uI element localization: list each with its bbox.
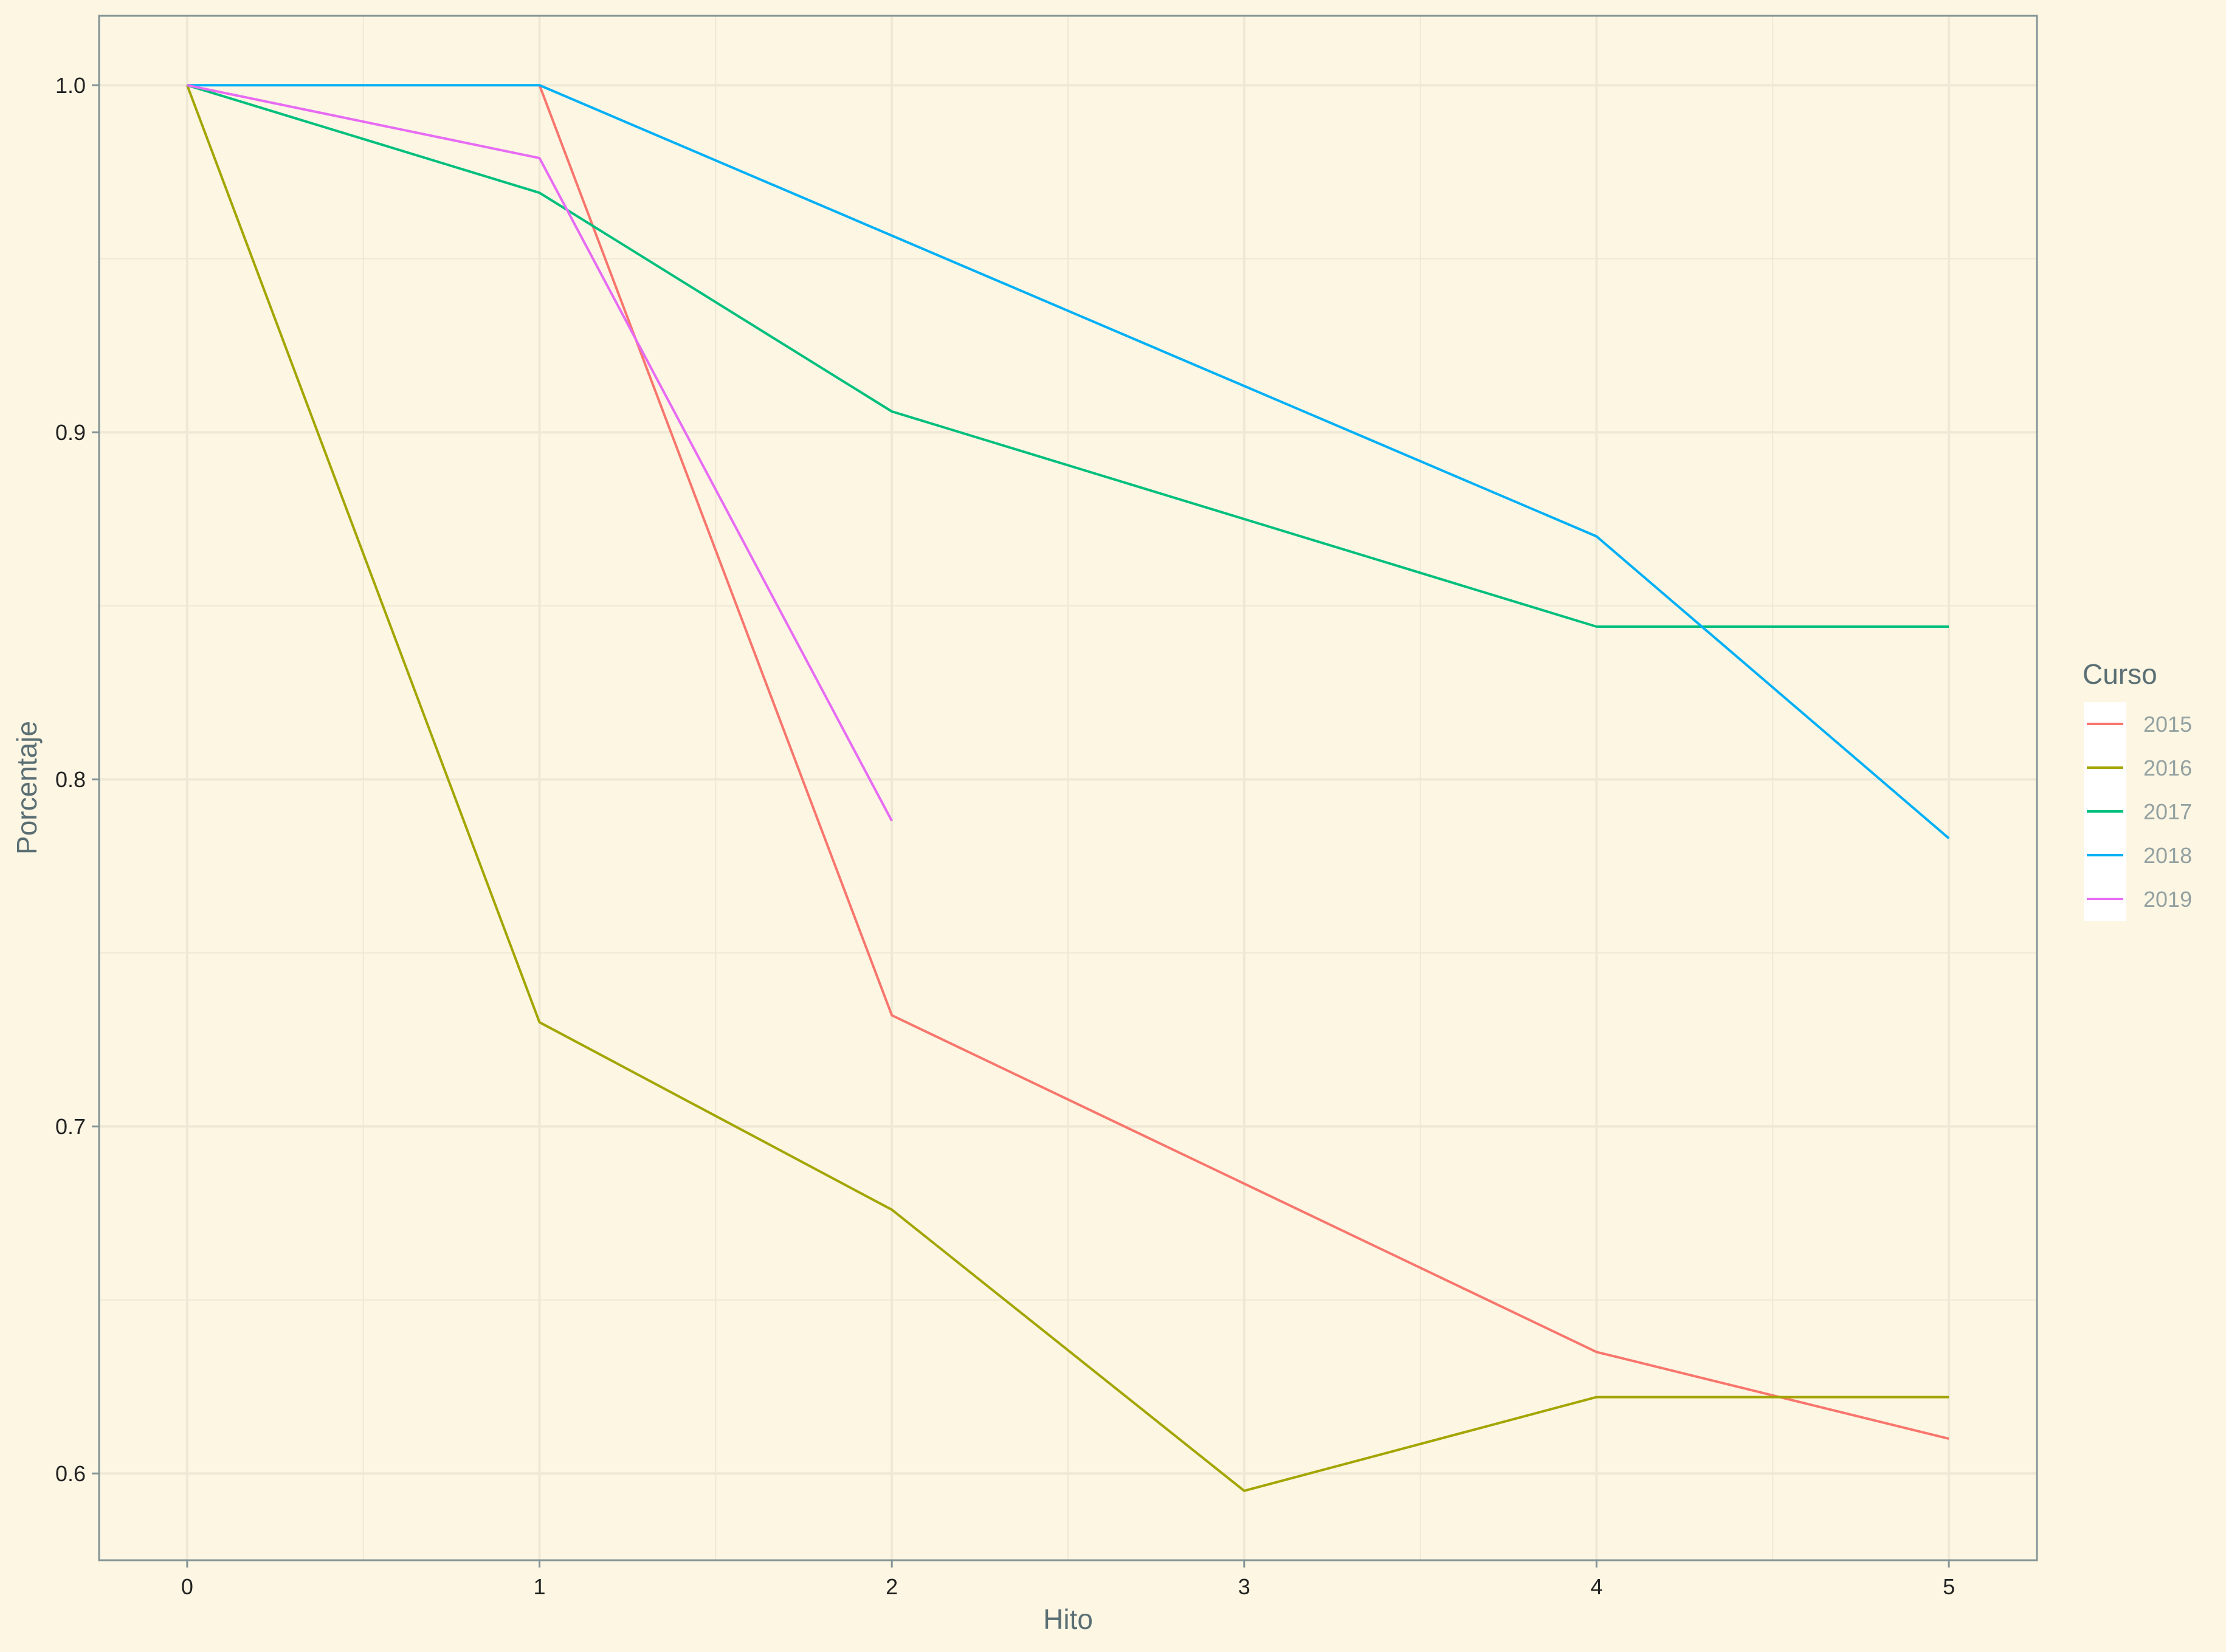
- y-tick-label: 0.8: [55, 767, 86, 792]
- series-line-2017: [187, 84, 1949, 628]
- x-tick-label: 2: [886, 1574, 898, 1599]
- series-lines: [186, 84, 1950, 1492]
- series-line-2018: [187, 84, 1950, 839]
- x-tick-label: 4: [1590, 1574, 1602, 1599]
- legend: Curso 2015 2016 2017 2018 2019: [2083, 658, 2192, 921]
- y-axis-ticks: 0.6 0.7 0.8 0.9 1.0: [55, 73, 99, 1486]
- series-line-2019: [187, 84, 893, 822]
- legend-items: 2015 2016 2017 2018 2019: [2087, 712, 2192, 912]
- legend-title: Curso: [2083, 658, 2157, 690]
- y-tick-label: 0.7: [55, 1114, 86, 1139]
- y-tick-label: 0.9: [55, 420, 86, 445]
- y-axis-title: Porcentaje: [11, 721, 43, 855]
- legend-label-2015: 2015: [2143, 712, 2192, 737]
- x-tick-label: 3: [1238, 1574, 1250, 1599]
- series-line-2015: [538, 84, 1949, 1440]
- x-tick-label: 5: [1943, 1574, 1955, 1599]
- legend-label-2019: 2019: [2143, 887, 2192, 912]
- y-tick-label: 1.0: [55, 73, 86, 98]
- major-gridlines: [99, 16, 2037, 1560]
- x-axis-ticks: 0 1 2 3 4 5: [181, 1560, 1955, 1599]
- series-line-2016: [186, 84, 1949, 1492]
- minor-gridlines: [99, 16, 2037, 1560]
- legend-label-2016: 2016: [2143, 755, 2192, 780]
- x-tick-label: 1: [534, 1574, 546, 1599]
- panel-border: [98, 15, 2038, 1561]
- x-axis-title: Hito: [1043, 1603, 1093, 1635]
- y-tick-label: 0.6: [55, 1461, 86, 1486]
- legend-label-2018: 2018: [2143, 843, 2192, 868]
- legend-label-2017: 2017: [2143, 799, 2192, 824]
- x-tick-label: 0: [181, 1574, 193, 1599]
